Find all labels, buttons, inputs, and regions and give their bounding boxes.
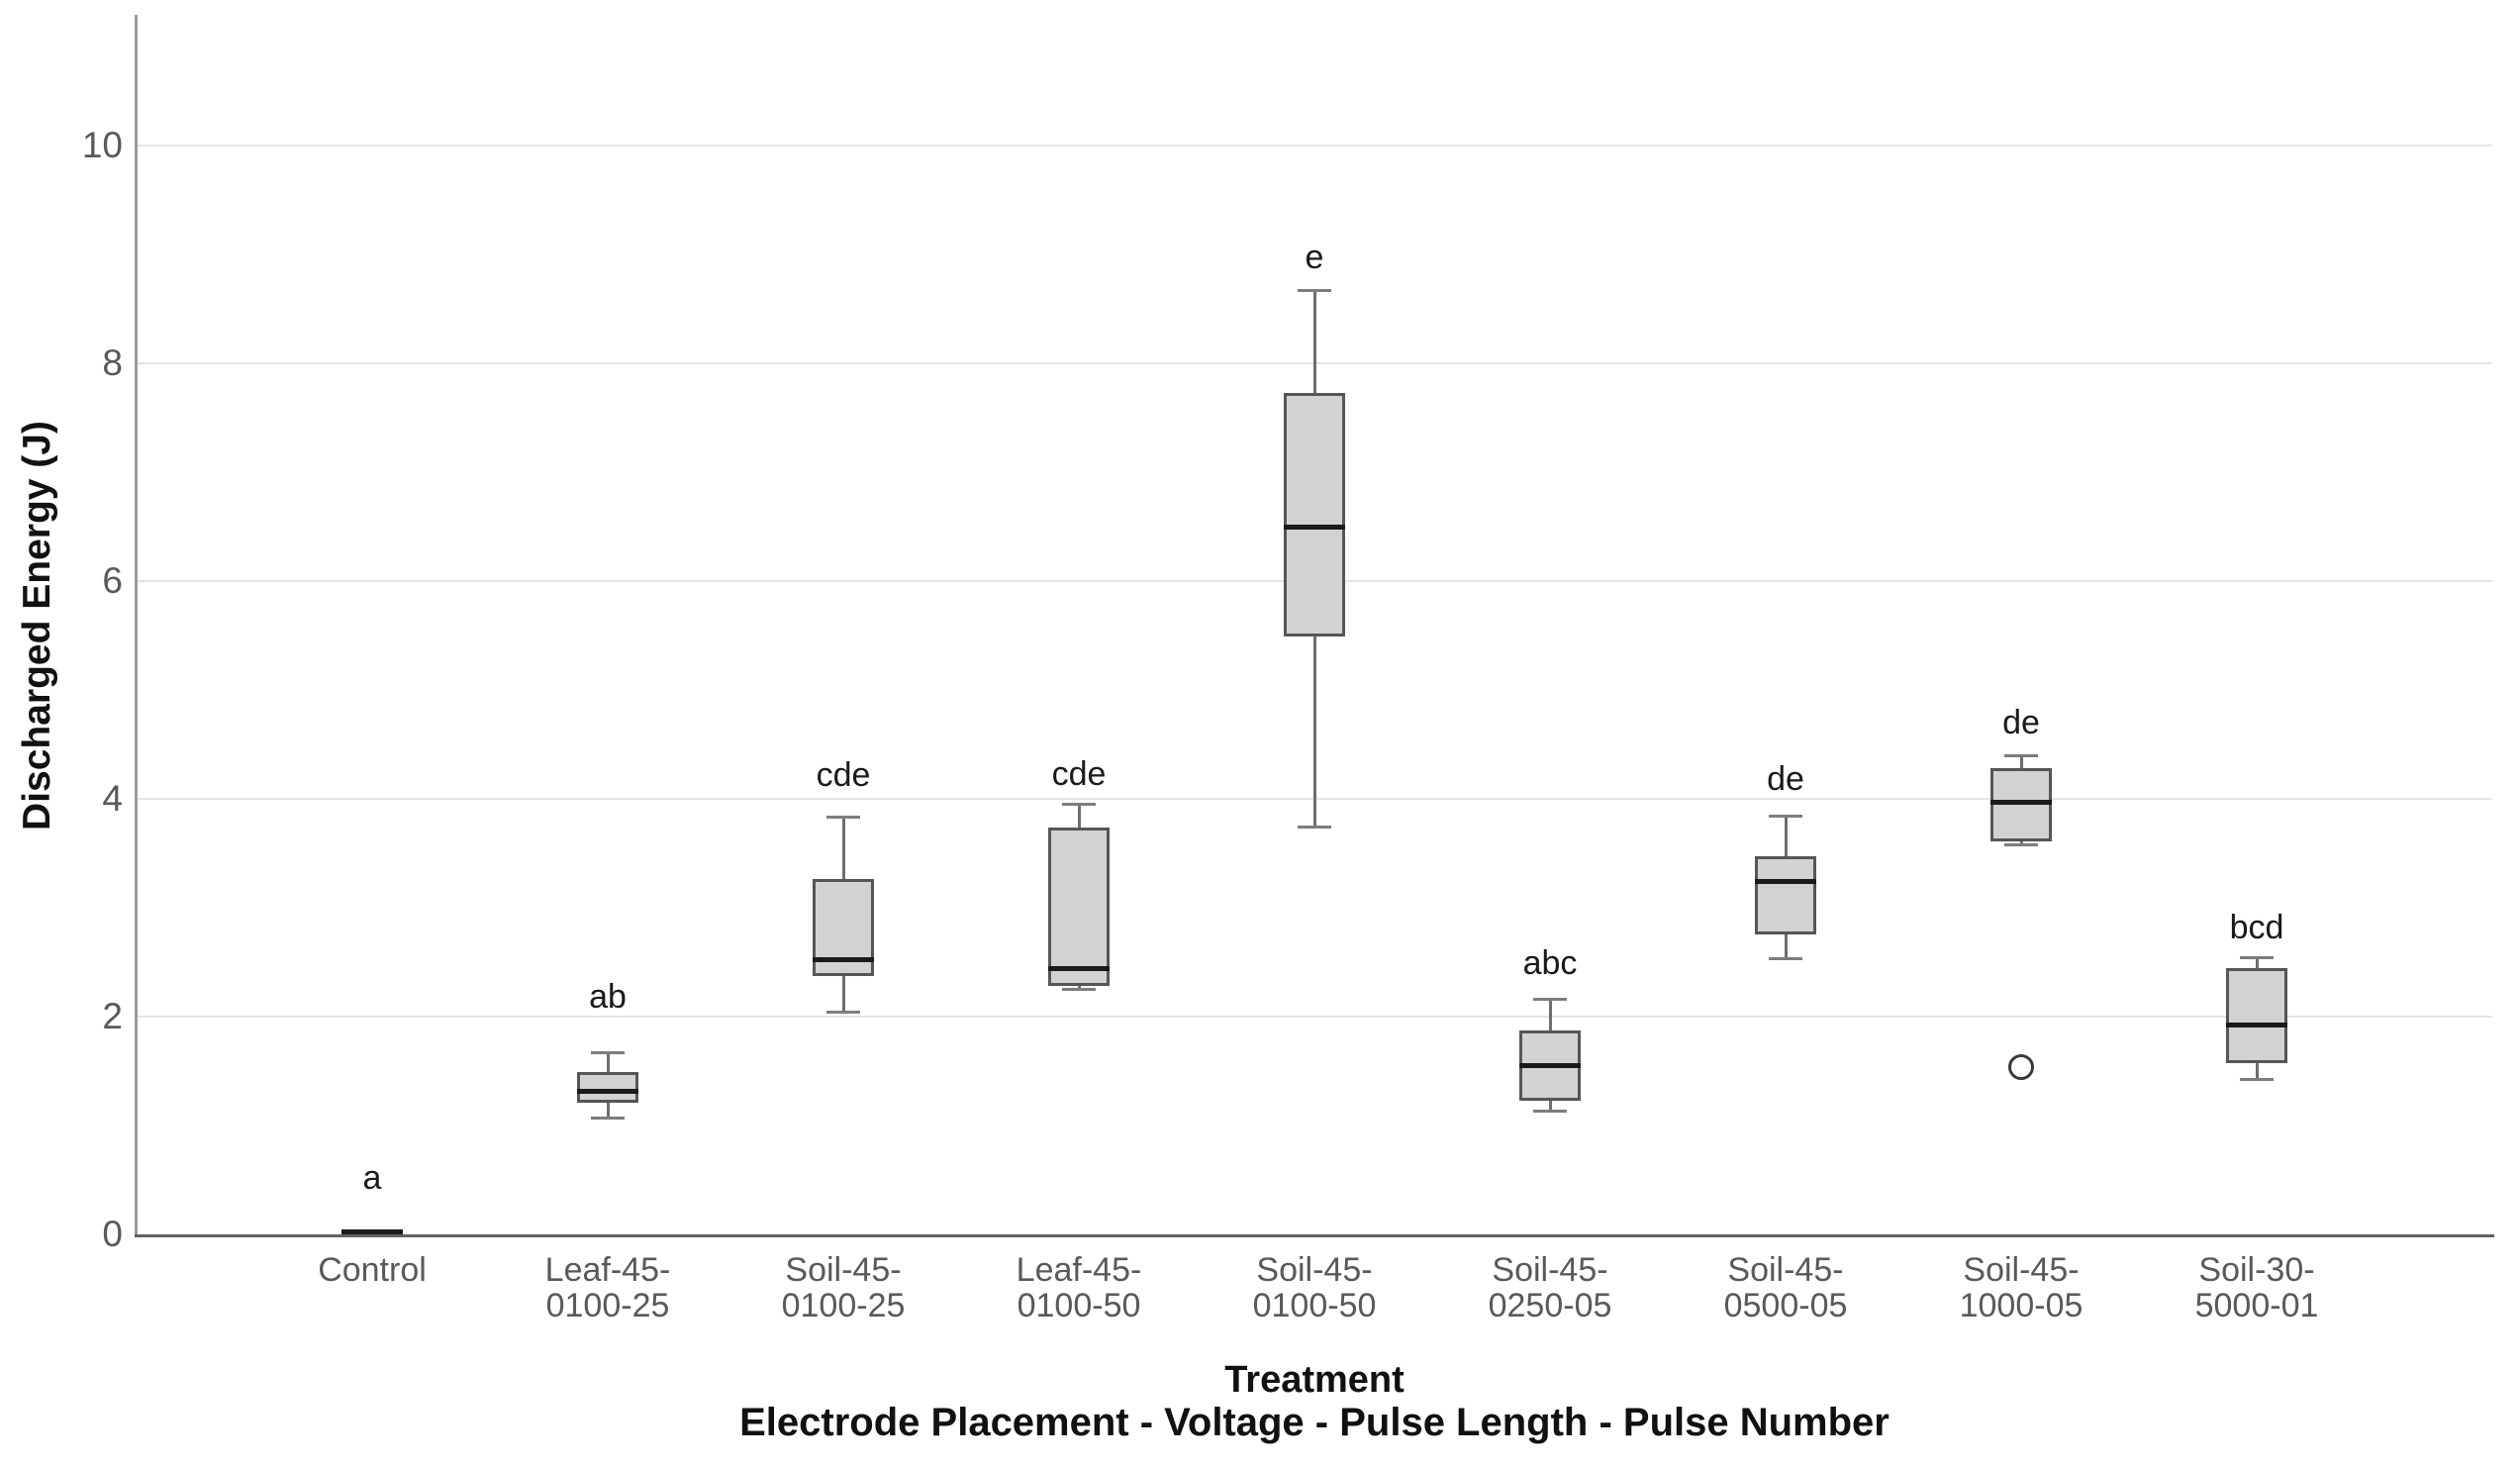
y-tick-label: 6	[102, 560, 123, 601]
x-category-label-line: 0250-05	[1488, 1287, 1612, 1324]
y-axis-title: Discharged Energy (J)	[16, 421, 58, 831]
x-category-label: Soil-45- 0500-05	[1667, 1252, 1904, 1323]
x-category-label-line: 0100-25	[545, 1287, 670, 1324]
gridline	[137, 1016, 2492, 1018]
whisker-cap-top	[1769, 815, 1802, 819]
x-category-label: Soil-45- 0250-05	[1431, 1252, 1669, 1323]
box-iqr	[1755, 856, 1816, 935]
median-line	[1990, 799, 2052, 805]
x-axis-subtitle: Electrode Placement - Voltage - Pulse Le…	[739, 1401, 1890, 1444]
x-category-label-line: 0500-05	[1723, 1287, 1848, 1324]
sig-letter: bcd	[2229, 908, 2284, 946]
box-iqr	[1284, 392, 1345, 637]
box-iqr	[2226, 967, 2287, 1064]
box-iqr	[1048, 827, 1110, 987]
box-iqr	[1990, 768, 2052, 841]
x-category-label: Leaf-45- 0100-25	[489, 1252, 727, 1323]
x-category-label-line: Leaf-45-	[544, 1251, 671, 1289]
x-category-label-line: 5000-01	[2194, 1287, 2319, 1324]
whisker-cap-top	[1062, 803, 1096, 806]
sig-letter: cde	[1051, 754, 1107, 793]
sig-letter: de	[1767, 760, 1804, 799]
whisker-cap-bottom	[826, 1011, 860, 1015]
x-category-label-line: Soil-30-	[2198, 1251, 2315, 1289]
x-category-label-line: Soil-45-	[1256, 1251, 1373, 1289]
x-category-label-line: Soil-45-	[1492, 1251, 1608, 1289]
whisker-cap-bottom	[2004, 842, 2038, 846]
x-category-label-line: 0100-50	[1252, 1287, 1377, 1324]
whisker-cap-bottom	[591, 1116, 625, 1120]
x-axis-line	[135, 1234, 2494, 1237]
whisker-cap-bottom	[1533, 1110, 1567, 1114]
y-axis-line	[135, 15, 138, 1237]
whisker-cap-top	[1298, 288, 1331, 292]
median-line	[1284, 524, 1345, 530]
x-category-label-line: Soil-45-	[1727, 1251, 1844, 1289]
x-category-label: Soil-30- 5000-01	[2138, 1252, 2375, 1323]
y-tick-label: 10	[81, 125, 123, 165]
sig-letter: de	[2002, 704, 2040, 741]
x-category-label-line: 0100-50	[1017, 1287, 1141, 1324]
whisker-cap-top	[2004, 753, 2038, 757]
sig-letter: a	[362, 1158, 382, 1197]
x-category-label-line: 0100-25	[781, 1287, 906, 1324]
median-line	[1755, 879, 1816, 885]
outlier-point	[2008, 1053, 2034, 1080]
median-line	[1519, 1063, 1581, 1068]
gridline	[137, 145, 2492, 147]
median-line	[813, 957, 874, 963]
x-category-label: Leaf-45- 0100-50	[960, 1252, 1198, 1323]
y-tick-label: 0	[102, 1214, 123, 1254]
whisker-cap-bottom	[1298, 826, 1331, 830]
box-iqr	[577, 1072, 638, 1103]
sig-letter: e	[1305, 239, 1324, 277]
sig-letter: cde	[816, 755, 871, 794]
whisker-cap-bottom	[1062, 988, 1096, 991]
whisker-cap-top	[826, 816, 860, 820]
x-axis-title: Treatment	[1224, 1359, 1405, 1401]
sig-letter: abc	[1522, 944, 1578, 983]
x-category-label-line: 1000-05	[1959, 1287, 2084, 1324]
x-category-label: Soil-45- 1000-05	[1902, 1252, 2140, 1323]
median-line	[341, 1229, 403, 1235]
x-category-label-line: Soil-45-	[785, 1251, 902, 1289]
x-category-label: Control	[253, 1252, 491, 1288]
median-line	[1048, 966, 1110, 972]
x-category-label-line: Control	[318, 1251, 427, 1289]
median-line	[577, 1089, 638, 1095]
x-category-label: Soil-45- 0100-25	[725, 1252, 962, 1323]
y-tick-label: 2	[102, 996, 123, 1036]
whisker-cap-top	[2240, 956, 2274, 960]
x-category-label-line: Soil-45-	[1963, 1251, 2080, 1289]
whisker-cap-top	[1533, 997, 1567, 1001]
whisker-cap-bottom	[2240, 1078, 2274, 1082]
x-category-label-line: Leaf-45-	[1016, 1251, 1142, 1289]
x-category-label: Soil-45- 0100-50	[1196, 1252, 1433, 1323]
y-tick-label: 8	[102, 342, 123, 383]
median-line	[2226, 1023, 2287, 1028]
whisker-cap-top	[591, 1050, 625, 1054]
y-tick-label: 4	[102, 778, 123, 819]
whisker-cap-bottom	[1769, 957, 1802, 961]
sig-letter: ab	[589, 978, 627, 1017]
